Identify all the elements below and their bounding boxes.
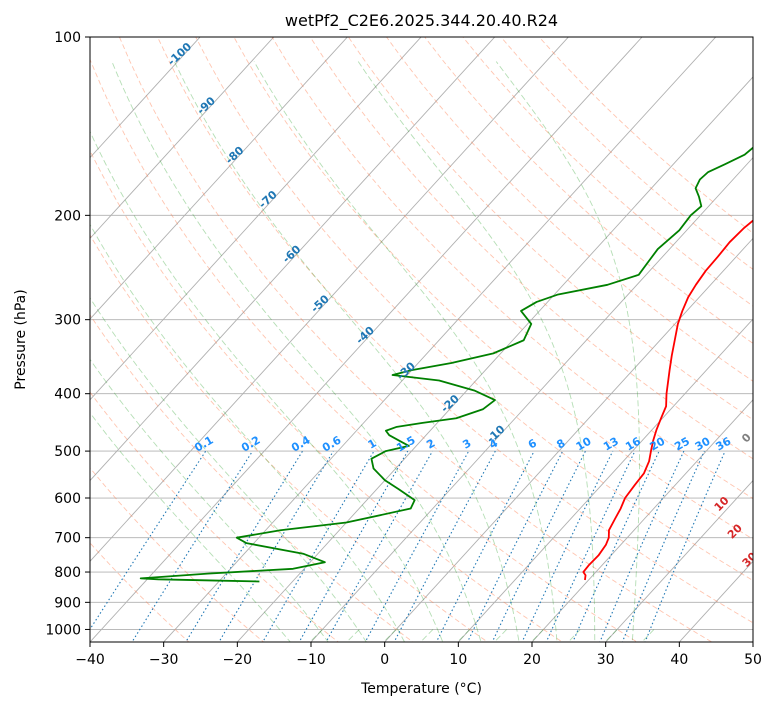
y-tick-label: 500 xyxy=(54,444,81,460)
mixing-ratio-line xyxy=(131,450,254,642)
mixing-ratio-line xyxy=(572,450,660,642)
moist-adiabat-line xyxy=(90,297,397,642)
y-tick-label: 900 xyxy=(54,595,81,611)
y-tick-label: 800 xyxy=(54,565,81,581)
dry-adiabat-line xyxy=(90,467,265,642)
dry-adiabat-line xyxy=(233,37,753,540)
y-tick-label: 300 xyxy=(54,313,81,329)
y-tick-label: 600 xyxy=(54,491,81,507)
isotherm-line xyxy=(90,37,496,482)
dewpoint-profile-line xyxy=(139,146,753,583)
dry-adiabat-line xyxy=(347,37,753,421)
moist-adiabat-line xyxy=(253,61,581,642)
y-tick-label: 1000 xyxy=(45,622,81,638)
x-tick-label: −30 xyxy=(149,652,179,668)
dry-adiabat-line xyxy=(90,234,489,642)
dry-adiabat-line xyxy=(90,391,339,642)
y-tick-label: 700 xyxy=(54,531,81,547)
moist-adiabat-line xyxy=(173,61,544,642)
x-tick-label: 20 xyxy=(523,652,541,668)
x-tick-label: 50 xyxy=(744,652,762,668)
mixing-ratio-line xyxy=(262,450,375,642)
isotherm-line xyxy=(90,37,422,401)
y-tick-label: 400 xyxy=(54,387,81,403)
x-tick-label: 0 xyxy=(380,652,389,668)
x-tick-label: 40 xyxy=(670,652,688,668)
plot-area: -100-90-80-70-60-50-40-30-20-100.1 0.2 0.4… xyxy=(90,37,753,642)
moist-adiabat-line xyxy=(90,412,323,642)
moist-adiabat-line xyxy=(90,130,471,642)
plot-frame xyxy=(89,36,754,643)
temperature-profile-line xyxy=(582,219,753,581)
isotherm-line xyxy=(90,37,275,240)
x-tick-label: −40 xyxy=(75,652,105,668)
mixing-ratio-line xyxy=(621,450,705,642)
dry-adiabat-line xyxy=(157,37,753,624)
mixing-ratio-line xyxy=(393,450,496,642)
mixing-ratio-line xyxy=(364,450,470,642)
isotherm-line xyxy=(605,479,753,642)
dry-adiabat-line xyxy=(90,149,564,642)
x-tick-label: −20 xyxy=(223,652,253,668)
mixing-ratio-line xyxy=(218,450,334,642)
moist-adiabat-line xyxy=(90,223,434,642)
mixing-ratio-line xyxy=(90,450,207,631)
axes: −40 −30 −20 −10 0 10 20 30 40 50 100 200 300 400 500 60… xyxy=(45,30,762,668)
isotherm-line xyxy=(457,318,753,642)
x-axis-label: Temperature (°C) xyxy=(360,681,482,697)
y-tick-label: 200 xyxy=(54,208,81,224)
isotherm-line xyxy=(310,156,753,642)
mixing-ratio-line xyxy=(491,450,586,642)
isotherm-line xyxy=(90,37,570,562)
dry-adiabat-line xyxy=(90,58,638,642)
mixing-ratio-line xyxy=(325,450,434,642)
isotherm-line xyxy=(236,76,753,642)
isotherm-line xyxy=(90,37,643,642)
y-axis-label: Pressure (hPa) xyxy=(13,289,29,389)
isotherm-line xyxy=(163,37,717,642)
chart-title: wetPf2_C2E6.2025.344.20.40.R24 xyxy=(285,11,558,31)
dry-adiabat-line xyxy=(195,37,753,582)
x-tick-label: 10 xyxy=(449,652,467,668)
isotherm-line xyxy=(90,37,201,159)
isotherm-line xyxy=(90,37,349,320)
mixing-ratio-line xyxy=(185,450,304,642)
moist-adiabat-line xyxy=(357,61,618,642)
isotherm-line xyxy=(531,399,753,642)
dry-adiabat-line xyxy=(271,37,753,500)
mixing-ratio-line xyxy=(599,450,685,642)
x-tick-label: 30 xyxy=(597,652,615,668)
y-tick-label: 100 xyxy=(54,30,81,46)
moist-adiabat-line xyxy=(111,61,507,642)
x-tick-label: −10 xyxy=(296,652,326,668)
mixing-ratio-line xyxy=(644,450,726,642)
isotherm-line xyxy=(384,237,753,642)
mixing-ratio-line xyxy=(298,450,409,642)
dry-adiabat-line xyxy=(118,37,713,642)
moist-adiabat-line xyxy=(90,358,360,642)
mixing-ratio-line xyxy=(521,450,614,642)
